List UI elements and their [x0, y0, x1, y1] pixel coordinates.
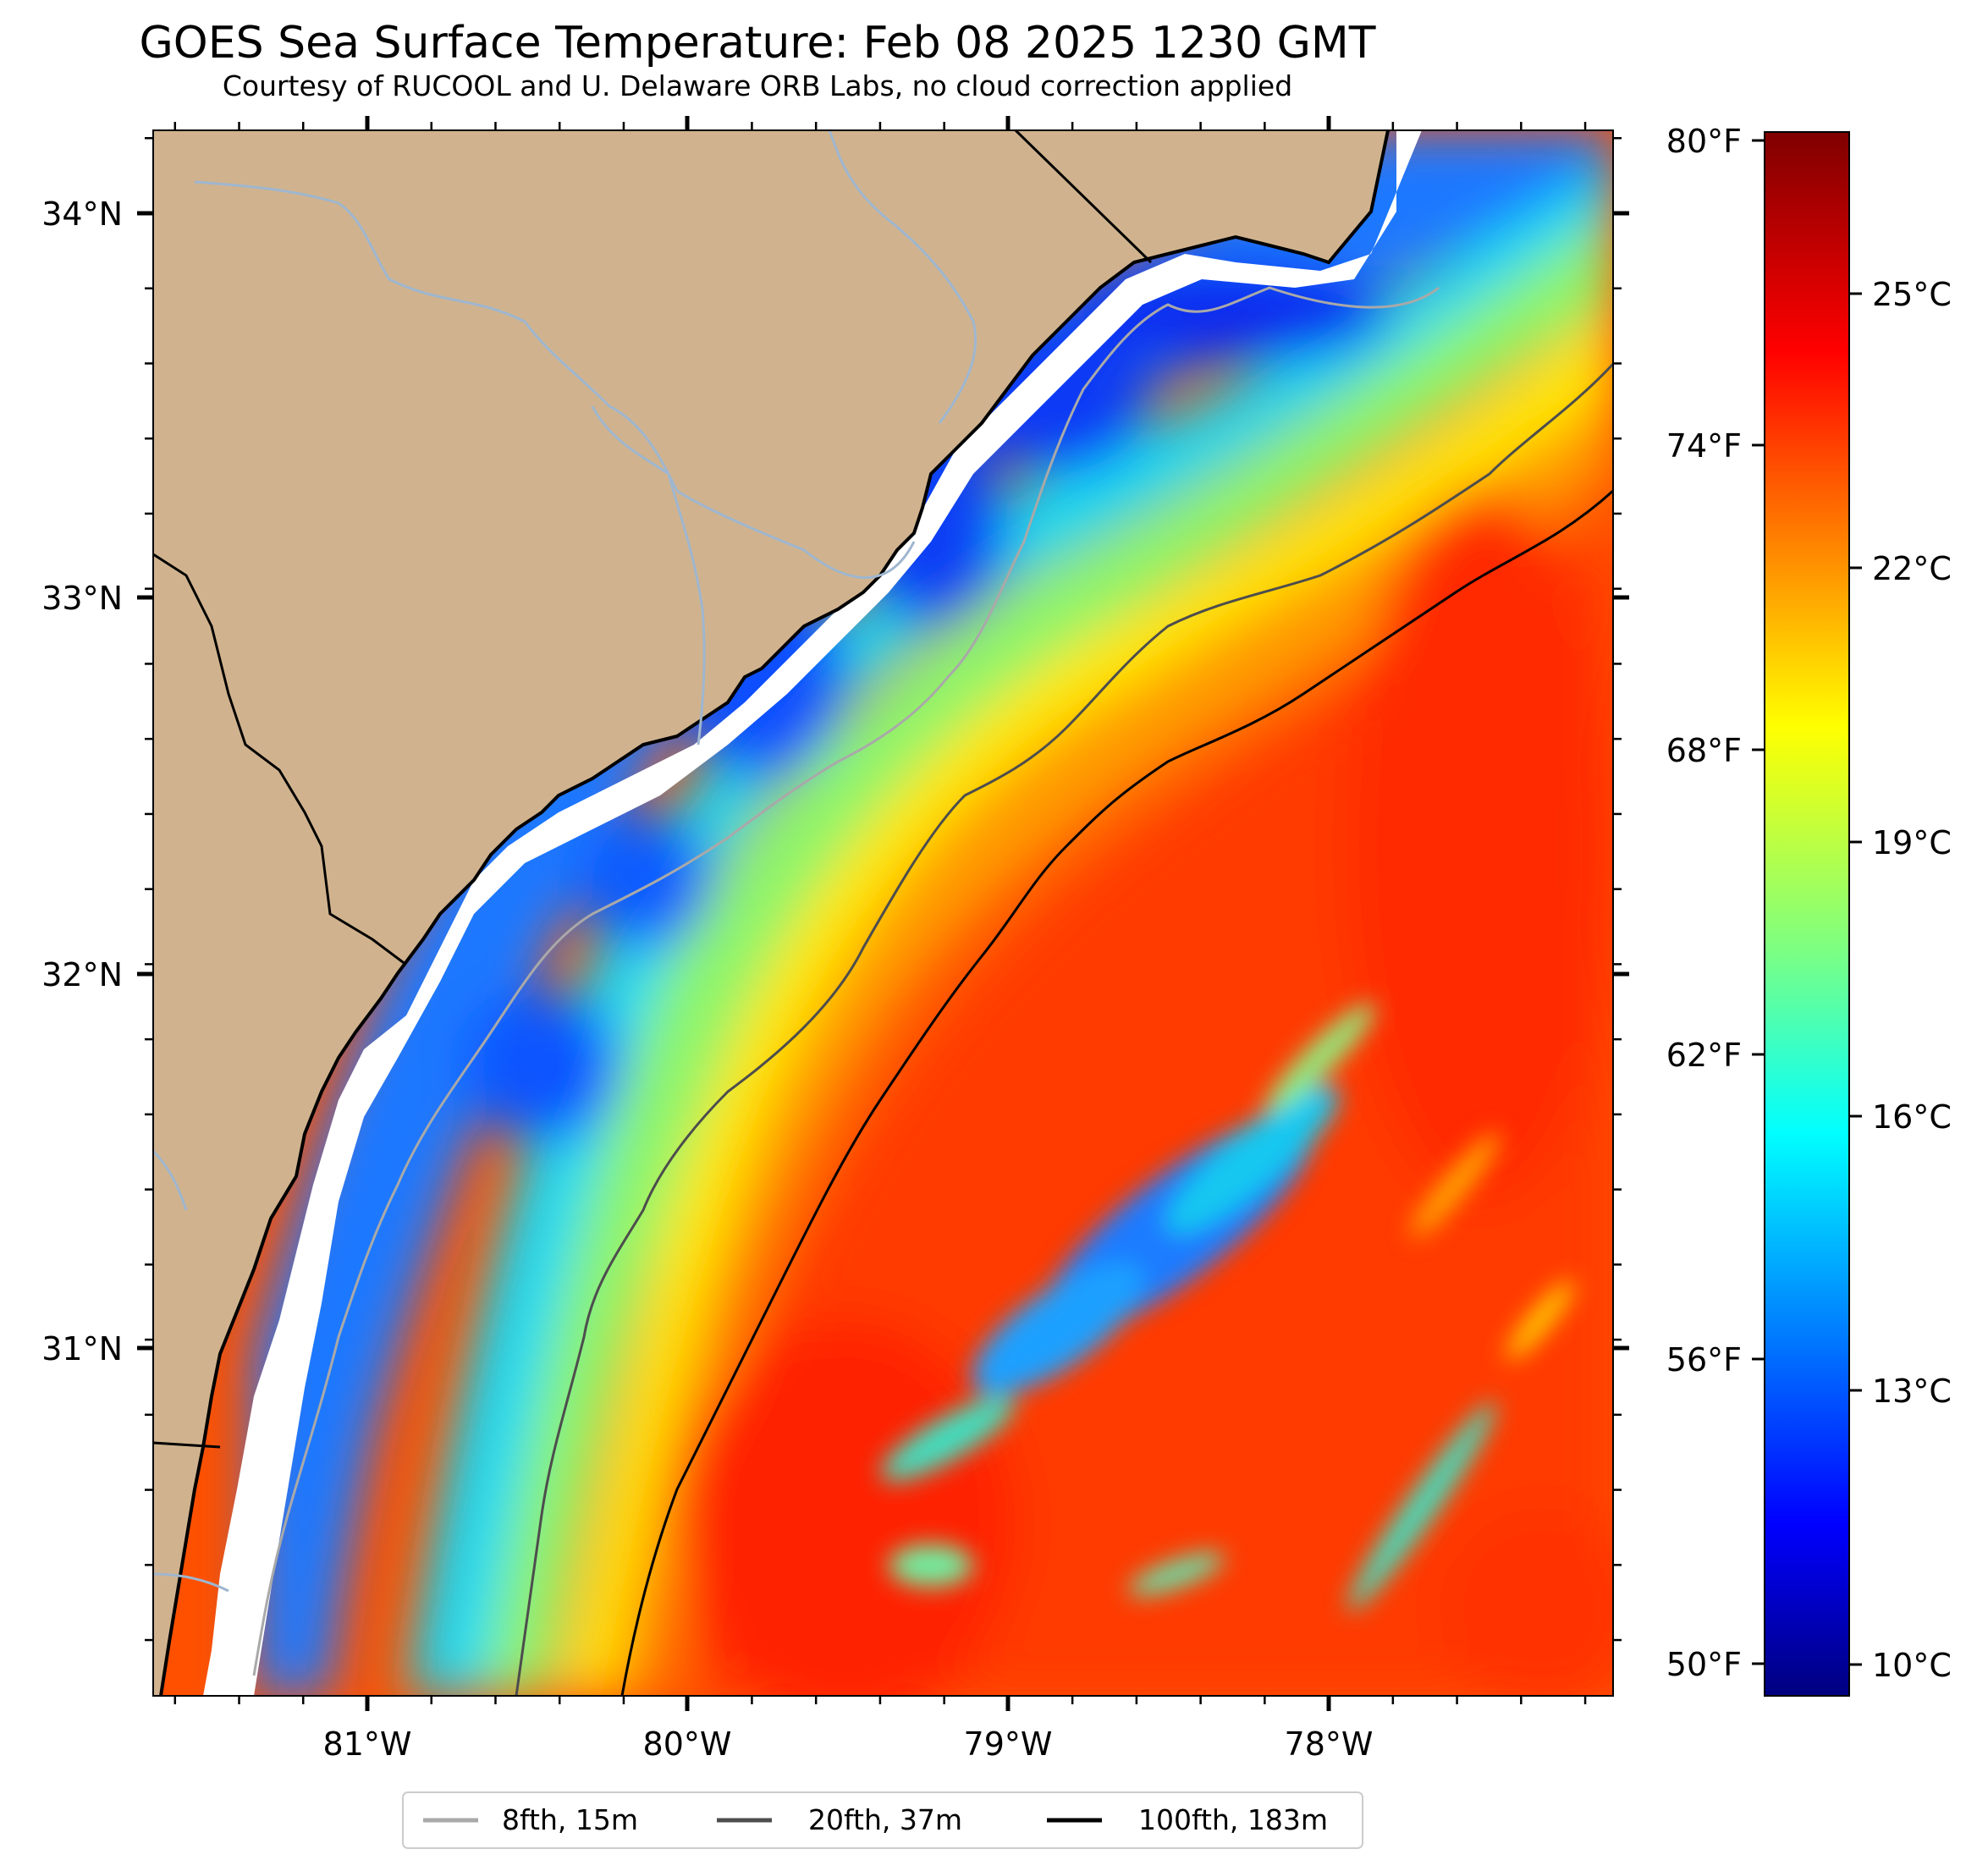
lon-label-81w: 81°W	[323, 1725, 412, 1763]
minor-ticks	[145, 122, 1622, 1704]
cb-label-74f: 74°F	[1666, 427, 1742, 465]
lat-label-32n: 32°N	[41, 956, 123, 993]
map-frame	[152, 129, 1614, 1697]
legend-label-100fth: 100fth, 183m	[1138, 1803, 1328, 1836]
lon-label-80w: 80°W	[643, 1725, 732, 1763]
map-area	[153, 130, 1613, 1696]
legend-label-20fth: 20fth, 37m	[808, 1803, 962, 1836]
lat-label-33n: 33°N	[41, 580, 123, 617]
cb-label-80f: 80°F	[1666, 123, 1742, 160]
contour-20fth	[515, 362, 1613, 1696]
map-title: GOES Sea Surface Temperature: Feb 08 202…	[139, 18, 1376, 69]
lon-label-78w: 78°W	[1285, 1725, 1374, 1763]
lat-label-31n: 31°N	[41, 1330, 123, 1367]
cb-label-50f: 50°F	[1666, 1646, 1742, 1683]
colorbar-ticks	[1752, 139, 1862, 1666]
map-subtitle: Courtesy of RUCOOL and U. Delaware ORB L…	[222, 69, 1293, 102]
cb-label-68f: 68°F	[1666, 732, 1742, 769]
contour-legend: 8fth, 15m 20fth, 37m 100fth, 183m	[402, 1791, 1363, 1849]
cb-label-62f: 62°F	[1666, 1037, 1742, 1074]
cb-label-22c: 22°C	[1872, 550, 1952, 587]
legend-label-8fth: 8fth, 15m	[502, 1803, 638, 1836]
cb-label-16c: 16°C	[1872, 1098, 1952, 1136]
cb-label-10c: 10°C	[1872, 1647, 1952, 1684]
cb-label-56f: 56°F	[1666, 1341, 1742, 1378]
contour-8fth	[252, 286, 1440, 1676]
lon-label-79w: 79°W	[964, 1725, 1053, 1763]
cb-label-13c: 13°C	[1872, 1373, 1952, 1410]
colorbar	[1764, 131, 1850, 1697]
rivers	[153, 130, 977, 1593]
coastline	[159, 130, 1390, 1696]
cb-label-19c: 19°C	[1872, 824, 1952, 861]
land-mass	[153, 130, 1388, 1696]
state-borders	[153, 130, 1153, 1449]
cb-label-25c: 25°C	[1872, 276, 1952, 313]
lat-label-34n: 34°N	[41, 195, 123, 233]
legend-box	[402, 1791, 1363, 1849]
cold-filaments	[881, 1003, 1574, 1611]
contour-100fth	[620, 489, 1613, 1696]
no-data-strip	[203, 130, 1422, 1696]
